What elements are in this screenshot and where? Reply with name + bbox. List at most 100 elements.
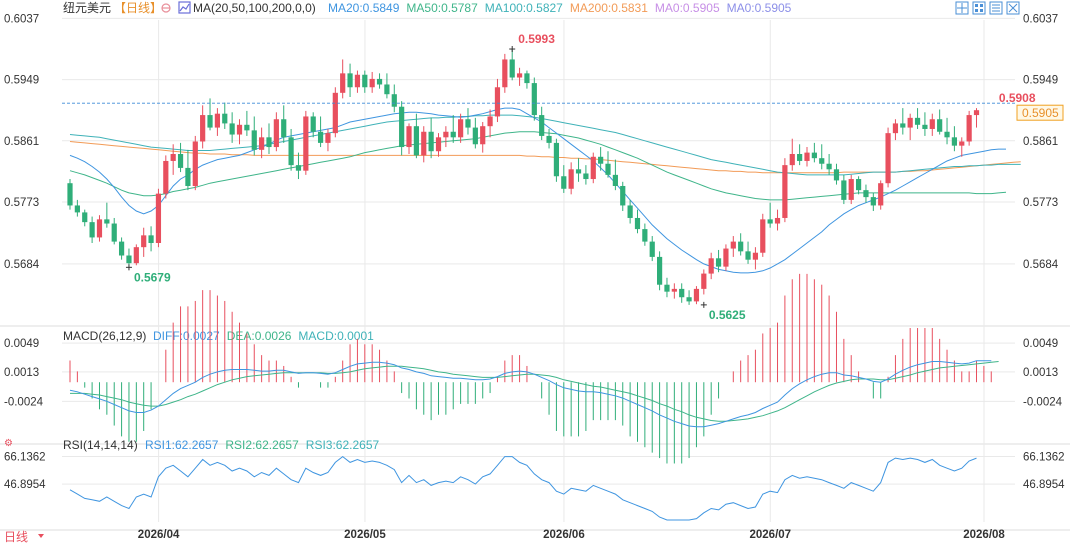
candle-down	[914, 117, 921, 125]
candle-down	[686, 297, 692, 302]
candle-up	[406, 126, 412, 148]
candle-down	[111, 223, 117, 242]
current-price-label: 0.5905	[1022, 106, 1059, 120]
candle-up	[752, 252, 759, 260]
candle-up	[236, 124, 243, 135]
candle-up	[443, 131, 449, 138]
candle-up	[325, 133, 331, 143]
candle-up	[730, 241, 736, 249]
candle-down	[642, 229, 648, 242]
ma200-line	[69, 141, 1021, 174]
candle-down	[384, 84, 390, 95]
candle-down	[539, 115, 545, 136]
macd-tick-left: 0.0049	[4, 338, 39, 350]
candle-down	[148, 235, 154, 243]
rsi-line	[69, 455, 977, 521]
candle-up	[848, 179, 854, 200]
candle-down	[634, 217, 641, 230]
candle-down	[74, 205, 80, 213]
candle-up	[516, 73, 523, 78]
candle-down	[376, 78, 383, 85]
candle-up	[568, 169, 574, 189]
time-tick: 2026/08	[963, 529, 1005, 541]
candle-down	[612, 174, 618, 186]
fullscreen-icon[interactable]	[955, 1, 969, 15]
indicator-value-1: DEA:0.0026	[227, 329, 292, 343]
rsi-tick-left: 66.1362	[4, 451, 46, 463]
indicator-value-3: MA200:0.5831	[570, 1, 648, 15]
ma-params: MA(20,50,100,200,0,0)	[193, 1, 316, 15]
candle-up	[671, 288, 677, 292]
candle-up	[701, 273, 707, 289]
rsi-params: RSI(14,14,14)	[63, 438, 138, 452]
period-switch[interactable]: 日线	[4, 530, 44, 544]
candle-down	[546, 135, 552, 143]
chevron-down-icon[interactable]	[38, 534, 44, 538]
candle-up	[273, 119, 279, 148]
macd-tick-right: 0.0049	[1023, 338, 1058, 350]
price-axis-left: 0.6037 0.5949 0.5861 0.5773 0.5684	[4, 13, 40, 270]
price-axis-right: 0.6037 0.5949 0.5861 0.5773 0.5684	[1023, 13, 1059, 270]
indicator-toggle-icon[interactable]	[161, 3, 171, 13]
candle-down	[745, 251, 751, 260]
candle-up	[369, 78, 375, 88]
macd-tick-left: -0.0024	[4, 396, 44, 408]
indicator-value-2: MA100:0.5827	[485, 1, 563, 15]
grid-layout-icon[interactable]	[972, 1, 986, 15]
candle-up	[907, 117, 913, 128]
candle-up	[973, 110, 980, 116]
candle-up	[885, 133, 891, 184]
candle-up	[804, 152, 810, 161]
candle-down	[819, 158, 825, 164]
chart-toolbar	[955, 1, 1020, 15]
candle-up	[303, 116, 309, 171]
candle-down	[317, 131, 324, 143]
current-price-marker: 0.5905	[62, 102, 1064, 121]
candle-up	[487, 116, 493, 127]
candle-up	[332, 92, 338, 134]
candle-down	[811, 152, 817, 159]
candle-down	[347, 73, 353, 88]
candle-up	[723, 248, 729, 267]
extreme-label: 0.5908	[999, 91, 1036, 105]
indicator-value-2: RSI3:62.2657	[306, 438, 380, 452]
candle-down	[900, 123, 906, 128]
candle-down	[937, 119, 943, 132]
candle-up	[192, 141, 198, 186]
candle-down	[207, 115, 213, 128]
candle-up	[259, 137, 265, 150]
period-switch-label[interactable]: 日线	[4, 530, 28, 544]
candle-down	[833, 169, 840, 181]
candle-down	[605, 163, 611, 175]
pane-settings-icon[interactable]: ⚙	[4, 438, 13, 449]
candle-up	[590, 156, 596, 180]
candle-down	[679, 288, 685, 298]
time-tick: 2026/07	[750, 529, 792, 541]
close-icon[interactable]	[1006, 1, 1020, 15]
candle-down	[126, 255, 132, 264]
candle-down	[89, 222, 95, 238]
candle-up	[782, 165, 788, 218]
candle-down	[82, 212, 88, 223]
candle-up	[789, 154, 795, 166]
price-tick-right: 0.6037	[1023, 13, 1058, 25]
candle-up	[170, 154, 176, 161]
chart-settings-icon[interactable]	[989, 1, 1003, 15]
candle-down	[826, 163, 832, 170]
candle-down	[841, 180, 847, 200]
candle-up	[774, 217, 781, 224]
candle-down	[413, 126, 419, 156]
candle-up	[502, 59, 508, 88]
ma100-line	[69, 114, 1021, 176]
candle-up	[929, 119, 935, 129]
macd-tick-left: 0.0013	[4, 367, 39, 379]
candle-up	[494, 87, 501, 117]
indicator-chart-icon[interactable]	[178, 1, 191, 14]
candle-down	[524, 73, 530, 84]
time-tick: 2026/06	[543, 529, 585, 541]
candle-down	[863, 190, 869, 198]
rsi-tick-right: 46.8954	[1023, 479, 1065, 491]
candle-up	[878, 183, 884, 206]
ma-values: MA20:0.5849 MA50:0.5787 MA100:0.5827 MA200:…	[328, 1, 792, 15]
